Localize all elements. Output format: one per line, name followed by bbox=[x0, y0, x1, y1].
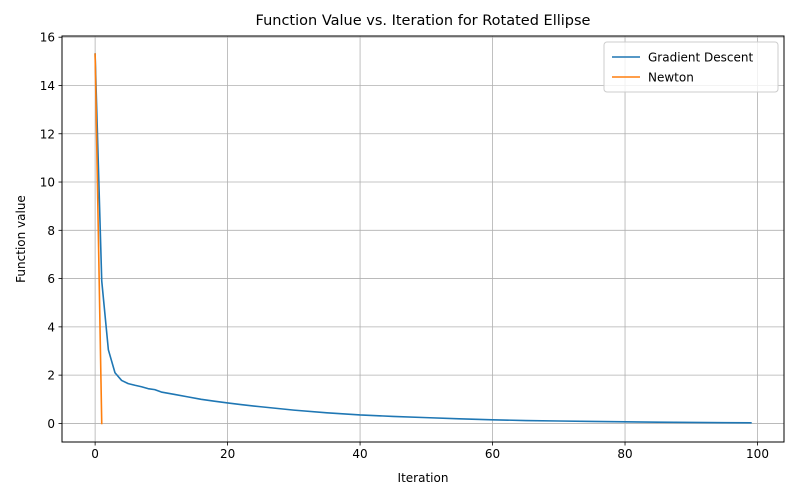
y-tick-label: 2 bbox=[47, 369, 55, 383]
x-tick-label: 20 bbox=[220, 447, 235, 461]
legend-label-newton: Newton bbox=[648, 71, 694, 85]
y-tick-label: 16 bbox=[40, 31, 55, 45]
y-tick-label: 4 bbox=[47, 320, 55, 334]
y-tick-label: 6 bbox=[47, 272, 55, 286]
plot-area-frame bbox=[61, 35, 785, 443]
legend: Gradient Descent Newton bbox=[603, 41, 779, 93]
x-axis-label: Iteration bbox=[398, 471, 449, 485]
chart-title: Function Value vs. Iteration for Rotated… bbox=[256, 13, 591, 29]
x-tick-label: 40 bbox=[352, 447, 367, 461]
x-tick-label: 80 bbox=[617, 447, 632, 461]
series-line-newton bbox=[94, 53, 103, 425]
y-tick-label: 12 bbox=[40, 127, 55, 141]
x-tick-label: 100 bbox=[746, 447, 769, 461]
y-axis-label: Function value bbox=[14, 195, 28, 283]
series-line-gradient-descent bbox=[94, 53, 752, 424]
x-tick-label: 60 bbox=[485, 447, 500, 461]
legend-box bbox=[603, 41, 779, 93]
series-lines bbox=[94, 53, 752, 425]
grid-lines bbox=[62, 36, 784, 442]
x-tick-label: 0 bbox=[91, 447, 99, 461]
y-tick-label: 0 bbox=[47, 417, 55, 431]
y-tick-label: 10 bbox=[40, 176, 55, 190]
axis-ticks: 0 20 40 60 80 100 0 2 4 6 8 10 12 14 16 bbox=[40, 31, 769, 461]
legend-label-gradient-descent: Gradient Descent bbox=[648, 51, 754, 65]
y-tick-label: 14 bbox=[40, 79, 55, 93]
y-tick-label: 8 bbox=[47, 224, 55, 238]
